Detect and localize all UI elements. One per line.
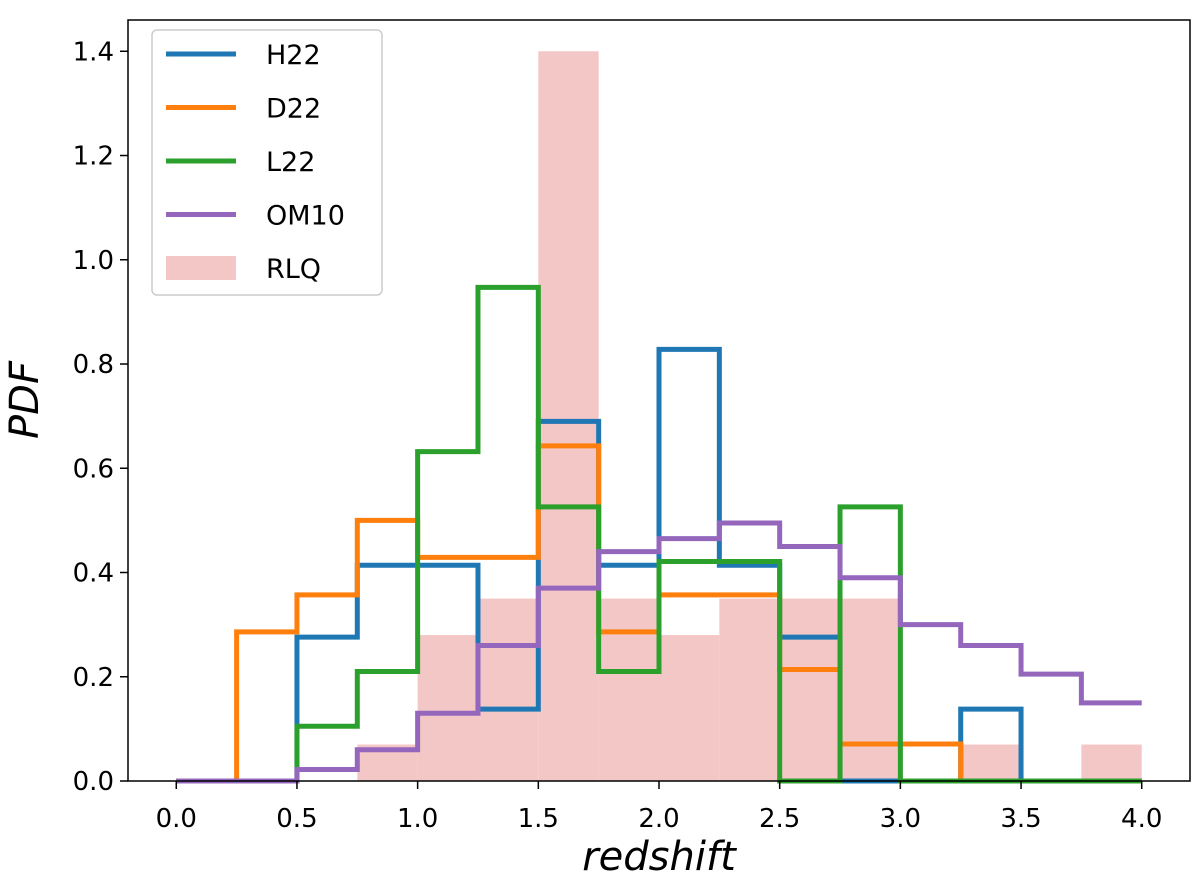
y-tick-label: 0.2 <box>73 663 114 693</box>
rlq-bar-6 <box>538 51 599 781</box>
legend-box <box>151 29 383 296</box>
series-line-l22 <box>176 284 1142 784</box>
legend-swatch-rlq <box>166 256 236 280</box>
x-tick-label: 1.5 <box>518 804 559 834</box>
y-tick-label: 0.0 <box>73 767 114 797</box>
rlq-bar-10 <box>779 598 841 781</box>
x-tick-label: 2.5 <box>759 804 800 834</box>
rlq-bar-11 <box>840 598 901 781</box>
x-tick-label: 4.0 <box>1121 804 1162 834</box>
legend-label-om10: OM10 <box>266 201 345 232</box>
x-tick-label: 3.5 <box>1000 804 1041 834</box>
x-tick-label: 0.5 <box>276 804 317 834</box>
legend-label-h22: H22 <box>266 40 321 71</box>
legend: H22 D22 L22 OM10 RLQ <box>151 29 383 296</box>
y-axis: 0.0 0.2 0.4 0.6 0.8 1.0 1.2 1.4 <box>73 37 128 797</box>
rlq-bar-15 <box>1081 744 1142 781</box>
y-axis-label: PDF <box>2 360 48 439</box>
rlq-bar-13 <box>960 744 1022 781</box>
legend-label-l22: L22 <box>266 147 315 178</box>
legend-label-rlq: RLQ <box>266 254 321 285</box>
rlq-bar-7 <box>598 598 659 781</box>
y-tick-label: 0.6 <box>73 454 114 484</box>
y-tick-label: 0.4 <box>73 559 114 589</box>
x-axis: 0.0 0.5 1.0 1.5 2.0 2.5 3.0 3.5 4.0 <box>156 781 1162 834</box>
y-tick-label: 1.4 <box>73 37 114 67</box>
rlq-bar-9 <box>719 598 780 781</box>
rlq-bars <box>357 51 1142 781</box>
x-axis-label: redshift <box>582 834 737 880</box>
x-tick-label: 1.0 <box>397 804 438 834</box>
y-tick-label: 1.2 <box>73 142 114 172</box>
x-tick-label: 2.0 <box>638 804 679 834</box>
rlq-bar-5 <box>477 598 539 781</box>
x-tick-label: 3.0 <box>880 804 921 834</box>
rlq-bar-4 <box>417 635 478 781</box>
legend-label-d22: D22 <box>266 94 321 125</box>
rlq-bar-8 <box>659 635 720 781</box>
series-line-om10 <box>176 520 1142 784</box>
x-tick-label: 0.0 <box>156 804 197 834</box>
y-tick-label: 1.0 <box>73 246 114 276</box>
step-series <box>176 284 1142 784</box>
y-tick-label: 0.8 <box>73 350 114 380</box>
